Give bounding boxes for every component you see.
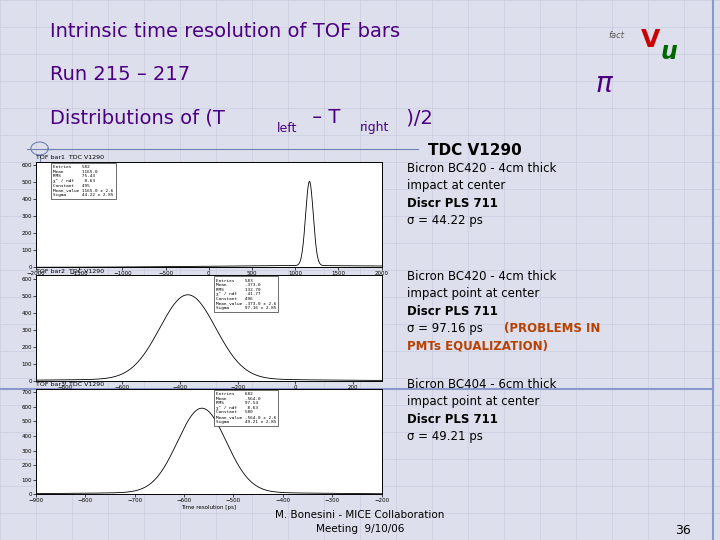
Text: PMTs EQUALIZATION): PMTs EQUALIZATION) [407,339,548,352]
Text: left: left [277,122,297,134]
Text: )/2: )/2 [400,108,433,127]
Text: impact point at center: impact point at center [407,395,539,408]
Text: σ = 97.16 ps: σ = 97.16 ps [407,322,487,335]
Text: Discr PLS 711: Discr PLS 711 [407,305,498,318]
Text: impact point at center: impact point at center [407,287,539,300]
Text: impact at center: impact at center [407,179,505,192]
Text: u: u [660,40,677,64]
Text: Distributions of (T: Distributions of (T [50,108,225,127]
X-axis label: Time resolution [ps]: Time resolution [ps] [181,505,236,510]
Text: Discr PLS 711: Discr PLS 711 [407,413,498,426]
Text: M. Bonesini - MICE Collaboration: M. Bonesini - MICE Collaboration [275,510,445,521]
Text: TOF bar3  TDC V1290: TOF bar3 TDC V1290 [36,382,104,387]
Text: (PROBLEMS IN: (PROBLEMS IN [504,322,600,335]
Text: Discr PLS 711: Discr PLS 711 [407,197,498,210]
Text: fact: fact [608,31,624,39]
Text: Bicron BC420 - 4cm thick: Bicron BC420 - 4cm thick [407,270,556,283]
Text: σ = 44.22 ps: σ = 44.22 ps [407,214,482,227]
Text: σ = 49.21 ps: σ = 49.21 ps [407,430,482,443]
Text: Bicron BC420 - 4cm thick: Bicron BC420 - 4cm thick [407,162,556,175]
Text: V: V [641,28,660,52]
Text: Bicron BC404 - 6cm thick: Bicron BC404 - 6cm thick [407,378,556,391]
Text: – T: – T [306,108,341,127]
Text: TDC V1290: TDC V1290 [428,143,522,158]
Text: TOF bar1  TDC V1290: TOF bar1 TDC V1290 [36,155,104,160]
Text: Meeting  9/10/06: Meeting 9/10/06 [316,524,404,534]
Text: Entries    583
Mean       -373.0
RMS        132.70
χ² / ndf    8.63
Constant   4: Entries 583 Mean -373.0 RMS 132.70 χ² / … [216,279,276,310]
Text: Run 215 – 217: Run 215 – 217 [50,65,191,84]
Text: TOF bar2  TDC V1290: TOF bar2 TDC V1290 [36,268,104,274]
Text: Entries    682
Mean       -564.0
RMS        97.54
χ² / ndf    16.33
Constant   5: Entries 682 Mean -564.0 RMS 97.54 χ² / n… [216,392,276,423]
Text: right: right [360,122,390,134]
Text: Intrinsic time resolution of TOF bars: Intrinsic time resolution of TOF bars [50,22,400,40]
Text: $\pi$: $\pi$ [595,70,614,98]
X-axis label: Time resolution [ps]: Time resolution [ps] [181,278,236,283]
Text: Entries    582
Mean       1165.0
RMS        75.43
χ² / ndf    8.63
Constant   49: Entries 582 Mean 1165.0 RMS 75.43 χ² / n… [53,165,114,197]
X-axis label: Time resolution [ps]: Time resolution [ps] [181,392,236,396]
Text: 36: 36 [675,524,691,537]
